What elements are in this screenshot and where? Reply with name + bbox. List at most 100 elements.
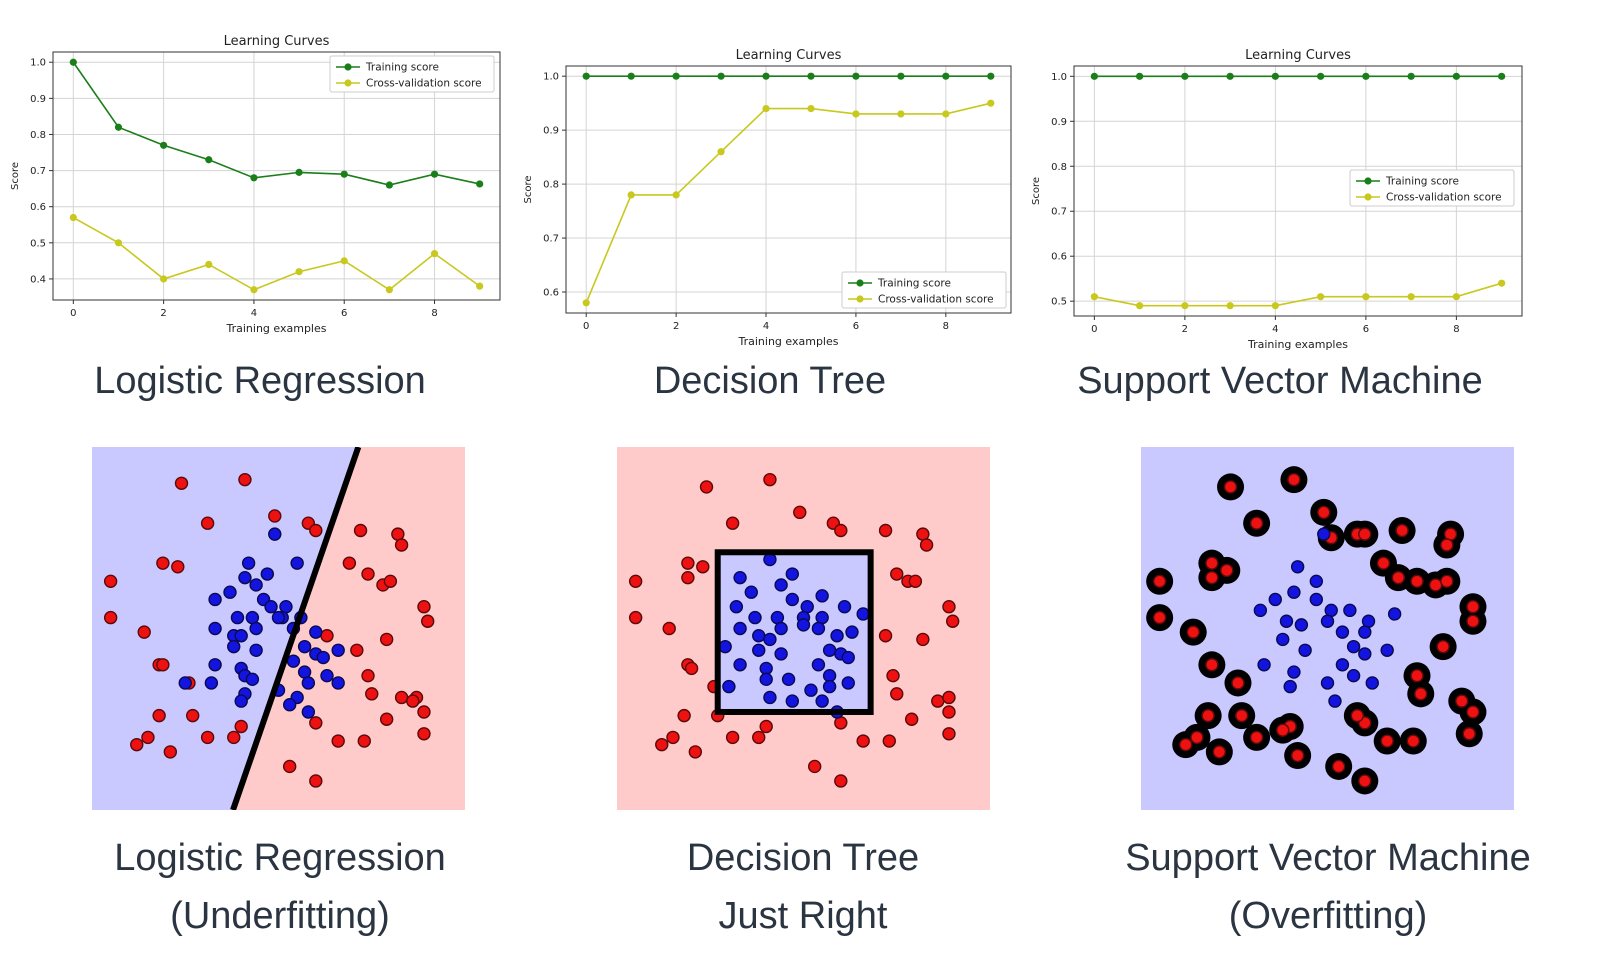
learning-curve-chart-svm: 0 2 4 6 8 0.5 0.6 0.7 0.8 0.9 1.0 Learning Curves Tr… xyxy=(1031,48,1523,351)
data-point xyxy=(942,110,950,118)
caption-line-note: (Overfitting) xyxy=(1228,895,1428,937)
data-point-blue xyxy=(208,592,222,607)
data-point xyxy=(1407,293,1415,301)
y-tick-label: 0.5 xyxy=(30,238,46,249)
x-tick-label: 2 xyxy=(160,308,166,319)
data-point xyxy=(672,72,680,80)
data-point-red xyxy=(394,690,409,705)
data-point-red xyxy=(681,570,695,585)
plot-border xyxy=(1073,65,1523,317)
data-point-red xyxy=(916,632,930,647)
x-tick-label: 8 xyxy=(943,321,949,332)
y-tick-label: 0.9 xyxy=(1051,117,1067,128)
data-point-red xyxy=(1406,734,1420,748)
caption-decision-tree: Decision Tree xyxy=(653,360,887,402)
data-point-red xyxy=(156,556,170,570)
data-point xyxy=(69,213,77,222)
data-point-red xyxy=(1391,570,1406,585)
data-point-blue xyxy=(1365,676,1379,690)
data-point-blue xyxy=(331,676,345,690)
data-point-red xyxy=(856,734,870,748)
data-point xyxy=(385,181,393,189)
data-point-red xyxy=(361,567,375,581)
data-point-blue xyxy=(763,632,777,647)
data-point-red xyxy=(942,690,956,705)
y-axis-label: Score xyxy=(1031,177,1042,205)
data-point-red xyxy=(1235,708,1249,723)
data-point-red xyxy=(878,629,893,643)
data-point-red xyxy=(282,759,297,774)
data-point-blue xyxy=(785,694,800,708)
data-point xyxy=(672,191,680,199)
learning-curve-chart-logistic: 0 2 4 6 8 0.4 0.5 0.6 0.7 0.8 0.9 1.0 Learning Curve… xyxy=(10,34,501,335)
data-point-red xyxy=(1152,574,1167,589)
x-tick-label: 4 xyxy=(763,321,769,332)
legend-label: Training score xyxy=(877,278,951,290)
data-point xyxy=(627,72,635,80)
data-point-blue xyxy=(822,679,837,694)
data-point-red xyxy=(759,719,773,734)
legend-label: Cross-validation score xyxy=(878,294,994,306)
data-point-red xyxy=(421,614,435,628)
data-point-red xyxy=(946,614,960,628)
x-tick-label: 4 xyxy=(1272,324,1278,335)
data-point-red xyxy=(342,556,357,570)
data-point-blue xyxy=(763,552,777,567)
data-point-blue xyxy=(1257,658,1271,672)
data-point-red xyxy=(1350,708,1365,723)
legend-swatch-marker xyxy=(856,279,864,287)
data-point xyxy=(852,72,860,80)
x-tick-label: 2 xyxy=(1182,324,1188,335)
data-point-blue xyxy=(718,639,732,654)
data-point-red xyxy=(1428,578,1443,592)
data-point-blue xyxy=(1283,679,1297,694)
data-point-blue xyxy=(1268,592,1282,607)
data-point-red xyxy=(379,632,394,647)
data-point-red xyxy=(878,523,893,538)
data-point-red xyxy=(137,625,151,639)
data-point-red xyxy=(1152,610,1167,625)
data-point xyxy=(807,72,815,80)
data-point xyxy=(1136,72,1144,80)
data-point-blue xyxy=(733,621,747,636)
data-point-blue xyxy=(1287,585,1301,599)
legend-label: Training score xyxy=(1385,176,1459,188)
data-point-blue xyxy=(815,694,829,708)
data-point-blue xyxy=(733,658,747,672)
decision-boundary-decision-tree xyxy=(617,447,990,810)
data-point-red xyxy=(763,472,777,487)
data-point-red xyxy=(1317,505,1331,520)
data-point-red xyxy=(417,600,431,614)
data-point xyxy=(430,170,439,178)
data-point-blue xyxy=(1358,647,1372,661)
data-point xyxy=(205,260,213,269)
data-point-red xyxy=(1190,730,1204,745)
data-point-red xyxy=(666,730,680,745)
data-point xyxy=(807,104,815,113)
legend-label: Cross-validation score xyxy=(366,78,482,90)
data-point-red xyxy=(942,705,956,719)
data-point-red xyxy=(1462,727,1476,741)
data-point-blue xyxy=(1380,643,1394,657)
data-point-blue xyxy=(1298,643,1312,657)
data-point-red xyxy=(919,538,934,552)
data-point-red xyxy=(200,516,215,530)
x-tick-label: 2 xyxy=(673,321,679,332)
data-point-red xyxy=(417,727,431,741)
y-axis-label: Score xyxy=(523,175,534,203)
data-point-red xyxy=(1440,538,1454,552)
legend-box xyxy=(1349,169,1515,207)
data-point-red xyxy=(383,574,398,589)
data-point-blue xyxy=(234,694,248,708)
data-point-blue xyxy=(301,676,316,690)
data-point-red xyxy=(834,523,848,538)
x-tick-label: 0 xyxy=(70,308,76,319)
data-point-blue xyxy=(234,629,248,643)
data-point xyxy=(385,286,393,294)
data-point-blue xyxy=(249,621,263,636)
data-point-red xyxy=(391,527,405,541)
data-point xyxy=(897,110,905,118)
data-point-blue xyxy=(297,665,312,679)
data-point-blue xyxy=(1320,676,1335,690)
data-point-red xyxy=(1205,570,1219,585)
